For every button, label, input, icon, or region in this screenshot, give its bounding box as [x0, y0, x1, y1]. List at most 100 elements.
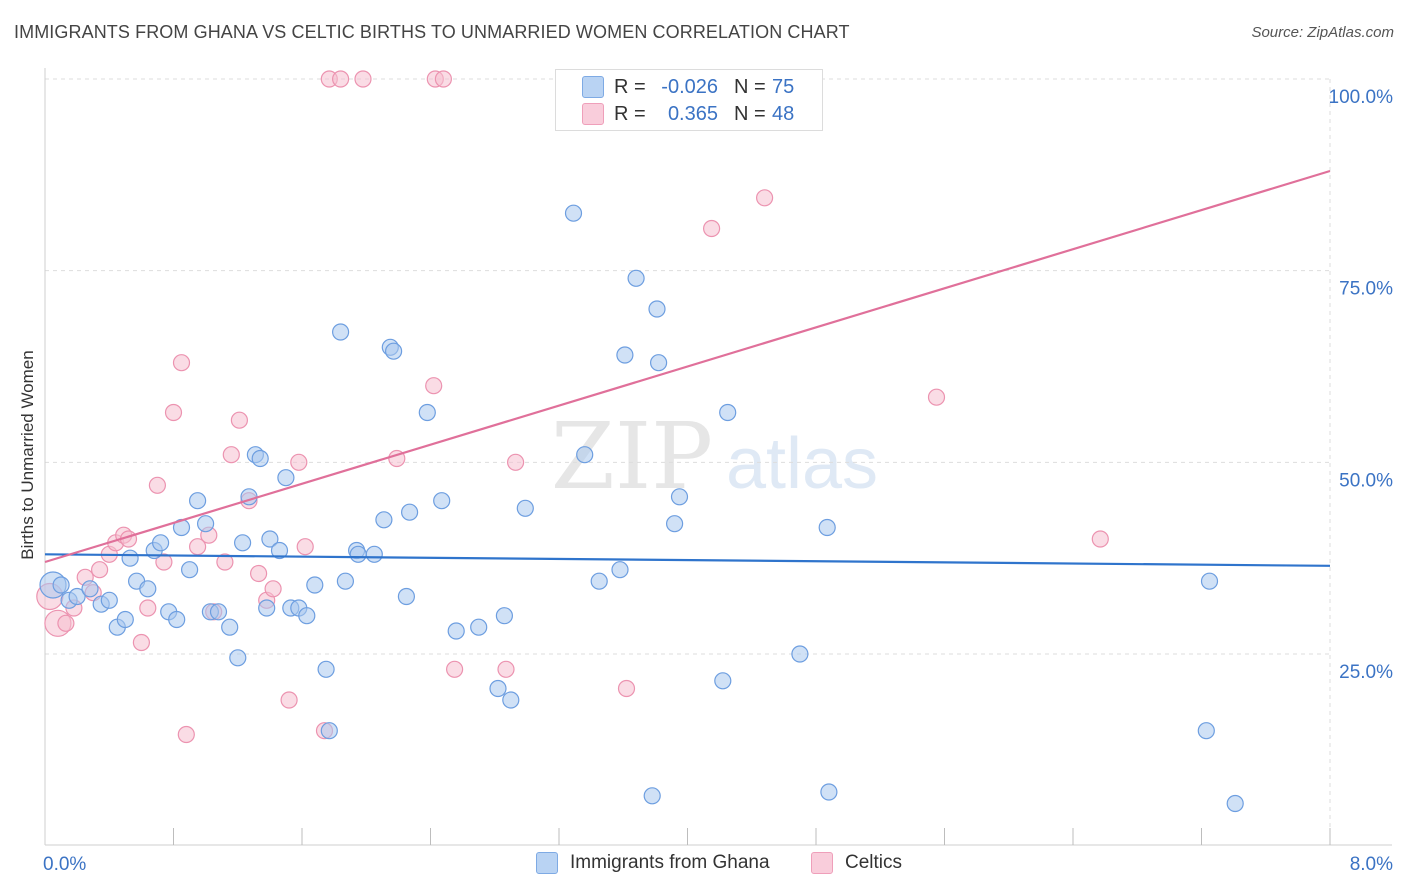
ghana-point: [270, 541, 289, 560]
ghana-point: [401, 503, 419, 521]
celtics-point: [506, 453, 525, 471]
ghana-point: [576, 446, 594, 464]
ghana-point: [181, 561, 199, 579]
ghana-point: [68, 587, 86, 606]
correlation-legend: R = -0.026 N = 75 R = 0.365 N = 48: [555, 69, 823, 131]
celtics-point: [90, 561, 109, 579]
axes: [44, 68, 1392, 846]
y-tick-label: 50.0%: [1339, 470, 1393, 491]
celtics-point: [139, 599, 157, 617]
legend-r-value: -0.026: [661, 75, 718, 98]
ghana-point: [719, 403, 737, 422]
ghana-point: [418, 403, 436, 422]
ghana-point: [1200, 572, 1219, 590]
x-tick-label: 0.0%: [43, 854, 86, 875]
watermark-atlas: atlas: [726, 424, 878, 504]
celtics-point: [264, 580, 282, 598]
ghana-point: [564, 204, 583, 222]
chart-title: IMMIGRANTS FROM GHANA VS CELTIC BIRTHS T…: [14, 22, 850, 42]
ghana-point: [251, 449, 269, 468]
ghana-point: [306, 576, 324, 594]
legend-n-value: 75: [772, 75, 795, 98]
ghana-trend-line: [44, 553, 1331, 567]
ghana-point: [820, 783, 838, 801]
watermark: ZIP atlas: [551, 403, 878, 510]
celtics-point: [446, 660, 464, 678]
ghana-point: [433, 492, 451, 510]
ghana-point: [100, 591, 118, 609]
ghana-point: [121, 549, 139, 567]
ghana-point: [447, 622, 465, 640]
ghana-point: [385, 342, 403, 360]
ghana-point: [502, 691, 520, 709]
celtics-point: [617, 679, 636, 698]
celtics-point: [177, 725, 195, 744]
y-tick-label: 100.0%: [1329, 87, 1394, 108]
legend-n-label: N =: [734, 102, 766, 125]
celtics-point: [164, 403, 183, 422]
celtics-point: [172, 354, 191, 372]
legend-item-celtics[interactable]: Celtics: [811, 852, 902, 874]
ghana-points: [39, 204, 1244, 813]
ghana-point: [616, 346, 634, 364]
trend-lines: [44, 169, 1331, 567]
ghana-point: [298, 607, 316, 625]
celtics-point: [296, 538, 314, 556]
ghana-point: [332, 323, 350, 341]
celtics-trend-line: [44, 169, 1331, 564]
ghana-point: [470, 618, 488, 636]
ghana-point: [139, 580, 157, 598]
legend-r-label: R =: [614, 102, 646, 125]
ghana-point: [336, 572, 354, 590]
ghana-point: [209, 603, 228, 621]
celtics-point: [927, 388, 946, 406]
ghana-point: [258, 599, 276, 617]
ghana-point: [317, 660, 335, 678]
ghana-point: [495, 607, 513, 625]
ghana-point: [818, 518, 836, 537]
ghana-point: [397, 587, 415, 606]
ghana-point: [168, 610, 186, 629]
ghana-point: [277, 469, 295, 487]
ghana-point: [714, 672, 732, 690]
ghana-point: [234, 534, 252, 552]
legend-item-ghana[interactable]: Immigrants from Ghana: [536, 852, 770, 874]
ghana-point: [489, 679, 507, 698]
ghana-point: [1226, 794, 1244, 813]
celtics-point: [497, 660, 515, 678]
ghana-point: [152, 534, 170, 552]
ghana-point: [1197, 722, 1215, 740]
celtics-point: [434, 70, 452, 88]
ghana-point: [116, 610, 134, 629]
ghana-point: [349, 545, 367, 563]
celtics-point: [222, 446, 240, 464]
ghana-point: [649, 354, 668, 372]
series-legend: Immigrants from Ghana Celtics: [0, 852, 1406, 878]
ghana-point: [365, 545, 383, 563]
ghana-point: [627, 269, 645, 287]
tick-labels: 25.0% 50.0% 75.0% 100.0% 0.0% 8.0%: [43, 87, 1393, 875]
ghana-point: [648, 300, 666, 318]
celtics-point: [354, 70, 372, 88]
ghana-point: [261, 530, 279, 548]
y-tick-label: 75.0%: [1339, 279, 1393, 300]
celtics-point: [132, 633, 150, 652]
grid: [45, 78, 1331, 845]
ghana-point: [791, 645, 809, 663]
ghana-point: [590, 572, 608, 590]
y-tick-label: 25.0%: [1339, 662, 1393, 683]
x-tick-label: 8.0%: [1350, 854, 1393, 875]
legend-r-label: R =: [614, 75, 646, 98]
legend-swatch-blue: [536, 852, 558, 874]
ghana-point: [320, 722, 338, 740]
celtics-point: [280, 691, 298, 709]
celtics-point: [216, 553, 234, 571]
legend-n-label: N =: [734, 75, 766, 98]
legend-label-celtics: Celtics: [845, 852, 903, 873]
legend-n-value: 48: [772, 102, 795, 125]
celtics-point: [755, 189, 774, 207]
legend-row-ghana: R = -0.026 N = 75: [556, 74, 822, 100]
ghana-point: [81, 580, 99, 598]
celtics-point: [250, 564, 268, 583]
